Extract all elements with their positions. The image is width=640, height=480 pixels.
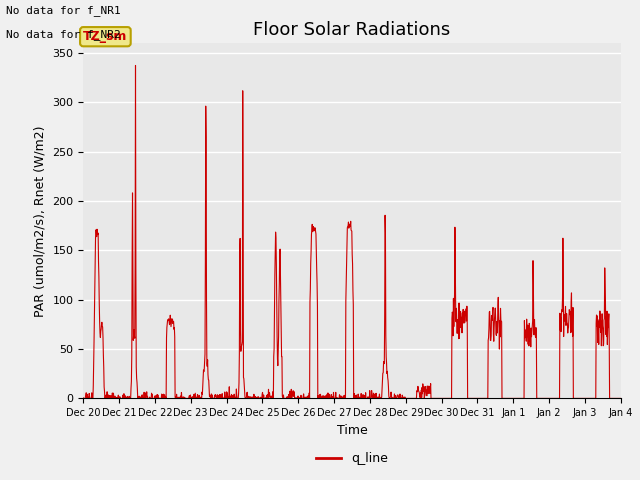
Text: TZ_sm: TZ_sm xyxy=(83,30,127,43)
Legend: q_line: q_line xyxy=(311,447,393,470)
Y-axis label: PAR (umol/m2/s), Rnet (W/m2): PAR (umol/m2/s), Rnet (W/m2) xyxy=(34,125,47,316)
X-axis label: Time: Time xyxy=(337,424,367,437)
Title: Floor Solar Radiations: Floor Solar Radiations xyxy=(253,21,451,39)
Text: No data for f_NR1: No data for f_NR1 xyxy=(6,5,121,16)
Text: No data for f_NR2: No data for f_NR2 xyxy=(6,29,121,40)
